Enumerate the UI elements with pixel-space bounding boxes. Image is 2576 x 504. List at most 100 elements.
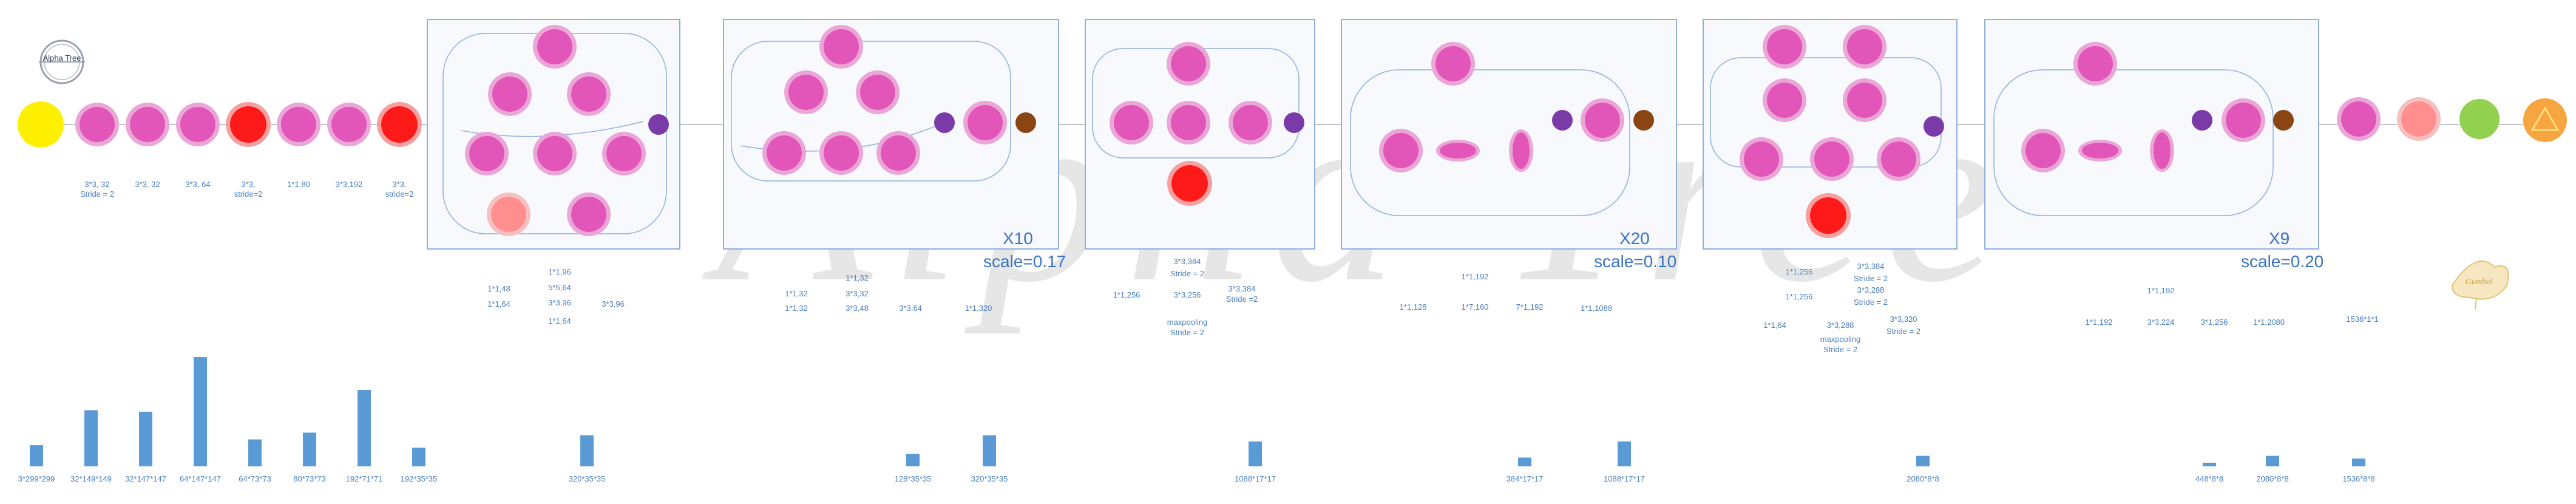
output-triangle-icon: [2530, 106, 2560, 131]
b3-label: 1*1,256: [1113, 290, 1141, 299]
block5-node-icon: [1843, 78, 1886, 122]
b1-label: 3*3,96: [548, 298, 571, 307]
b4-label: 7*1,192: [1516, 302, 1544, 312]
block-labels: 1*1,96 5*5,64 3*3,96 1*1,64 1*1,48 1*1,64 3*3,…: [487, 257, 2379, 354]
b1-label: 1*1,96: [548, 267, 571, 276]
feature-map-bar-label: 1536*8*8: [2342, 474, 2375, 483]
block5-pool-node-icon: [1806, 193, 1851, 238]
stem-label: stride=2: [385, 189, 414, 199]
feature-map-bar-label: 384*17*17: [1507, 474, 1544, 483]
feature-map-bar-label: 192*71*71: [346, 474, 383, 483]
b1-label: 1*1,64: [487, 299, 510, 308]
b3-label: Stride =2: [1226, 295, 1258, 304]
output-node-icon: [2523, 98, 2567, 142]
b3-label: 3*3,256: [1174, 290, 1201, 299]
b6-label: 1536*1*1: [2346, 315, 2379, 324]
stem-label: 3*3,192: [336, 180, 363, 189]
feature-map-bar: [1518, 457, 1531, 466]
b2-label: 1*1,320: [965, 304, 992, 313]
block3-node-icon: [1110, 101, 1153, 145]
b2-label: 3*3,64: [899, 304, 922, 313]
b3-label: 3*3,384: [1229, 284, 1256, 293]
b5-label: 3*3,384: [1857, 262, 1885, 271]
block1-concat-node-icon: [648, 114, 669, 135]
feature-map-bar-label: 80*73*73: [293, 474, 326, 483]
block2-concat-node-icon: [934, 112, 955, 133]
repeat-x9: X9: [2269, 229, 2290, 248]
nodes: [18, 25, 2567, 238]
b3-label: maxpooling: [1167, 318, 1208, 327]
b1-label: 1*1,64: [548, 316, 571, 325]
stem-label: 1*1,80: [287, 180, 310, 189]
block5-node-icon: [1740, 137, 1783, 181]
block2-node-icon: [876, 131, 920, 175]
block1-pool-node-icon: [487, 192, 530, 236]
feature-map-bar: [412, 448, 425, 466]
block5-node-icon: [1763, 25, 1806, 69]
brand-text: Gumbel: [2466, 278, 2492, 287]
block3-node-icon: [1167, 101, 1210, 145]
feature-map-bar-label: 64*147*147: [180, 474, 221, 483]
feature-map-bar: [139, 412, 152, 466]
stem-label: 3*3, 64: [185, 180, 210, 189]
feature-map-bar-label: 128*35*35: [895, 474, 932, 483]
block4-node-icon: [1436, 140, 1480, 162]
block5-node-icon: [1877, 137, 1920, 181]
block1-node-icon: [533, 25, 577, 69]
feature-map-bar: [194, 357, 207, 466]
b2-label: 1*1,32: [846, 273, 869, 282]
block6-node-icon: [2021, 129, 2065, 172]
b4-label: 1*1,192: [1462, 272, 1489, 281]
b1-label: 5*5,64: [548, 283, 571, 292]
feature-map-bar: [248, 439, 262, 466]
block6-node-icon: [2073, 42, 2117, 86]
repeat-x10: X10: [1003, 229, 1033, 248]
feature-map-bar-label: 64*73*73: [239, 474, 271, 483]
avgpool-node-icon: [2397, 97, 2441, 141]
b2-label: 3*3,48: [846, 304, 869, 313]
block3-concat-node-icon: [1284, 112, 1304, 133]
b4-label: 1*1,128: [1400, 302, 1427, 312]
feature-map-bar-label: 192*35*35: [401, 474, 438, 483]
block1-node-icon: [602, 132, 646, 175]
block4-node-icon: [1509, 129, 1533, 172]
stem-conv-node-icon: [75, 103, 119, 146]
stem-pool-node-icon: [226, 102, 271, 147]
block2-node-icon: [963, 101, 1007, 145]
block2-add-node-icon: [1015, 112, 1036, 133]
stem-label: Stride = 2: [80, 189, 114, 199]
b1-label: 1*1,48: [487, 284, 510, 293]
tail-conv-node-icon: [2337, 97, 2381, 141]
block6-node-icon: [2150, 129, 2174, 172]
block6-node-icon: [2078, 140, 2122, 162]
feature-map-bar: [2266, 455, 2279, 466]
feature-map-bars: 3*299*299 32*149*149 32*147*147 64*147*147 6…: [18, 357, 2375, 483]
dropout-node-icon: [2459, 99, 2500, 139]
scale-b2: scale=0.17: [983, 252, 1066, 271]
b2-label: 1*1,32: [785, 304, 808, 313]
block5-node-icon: [1843, 25, 1886, 69]
b5-label: 3*3,288: [1827, 321, 1854, 330]
feature-map-bar-label: 2080*8*8: [1907, 474, 1939, 483]
feature-map-bar: [303, 432, 316, 466]
feature-map-bar-label: 1088*17*17: [1604, 474, 1645, 483]
block1-node-icon: [567, 192, 611, 236]
feature-map-bar: [580, 435, 594, 466]
feature-map-bar: [2203, 463, 2216, 466]
stem-conv-node-icon: [176, 103, 220, 146]
logo-text: Alpha Tree: [43, 53, 81, 63]
feature-map-bar-label: 448*8*8: [2195, 474, 2223, 483]
b5-label: maxpooling: [1820, 335, 1861, 344]
feature-map-bar-label: 3*299*299: [18, 474, 55, 483]
feature-map-bar: [358, 390, 371, 466]
b2-label: 3*3,32: [846, 289, 869, 298]
b5-label: Stride = 2: [1854, 274, 1888, 283]
feature-map-bar: [1618, 441, 1631, 466]
block2-node-icon: [819, 25, 863, 69]
block2-node-icon: [762, 131, 806, 175]
block2-node-icon: [819, 131, 863, 175]
b6-label: 1*1,192: [2147, 286, 2175, 295]
stem-label: 3*3, 32: [84, 180, 109, 189]
block3-pool-node-icon: [1167, 161, 1212, 206]
